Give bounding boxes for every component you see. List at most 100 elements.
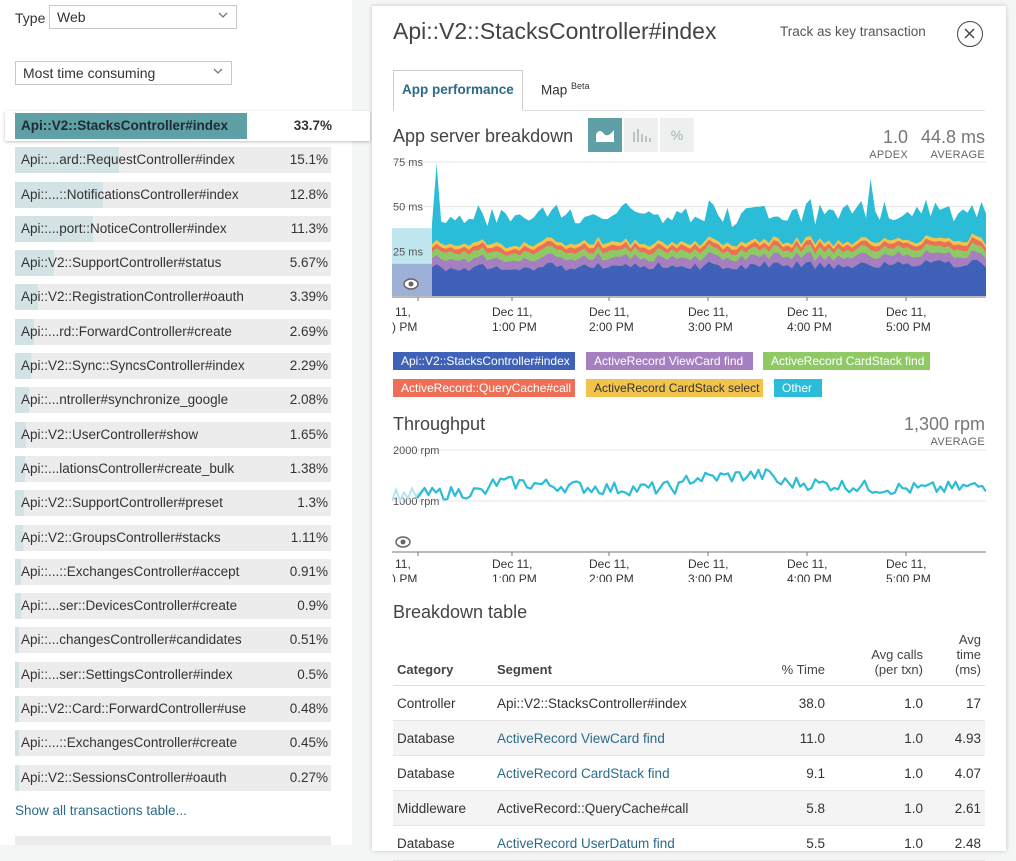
transaction-name: Api::V2::Card::ForwardController#use: [21, 701, 247, 717]
table-row: Database ActiveRecord ViewCard find 11.0 1.…: [393, 720, 985, 756]
transaction-name: Api::V2::SupportController#status: [21, 255, 222, 271]
transaction-time-bar: [15, 558, 22, 585]
track-key-transaction-link[interactable]: Track as key transaction: [780, 24, 926, 39]
pct-time-cell: 5.5: [741, 825, 829, 861]
close-button[interactable]: [957, 21, 983, 47]
transaction-row[interactable]: Api::...ser::SettingsController#index 0.5…: [15, 661, 331, 688]
pct-time-cell: 5.8: [741, 790, 829, 826]
visibility-toggle-icon: [400, 539, 406, 545]
x-tick-label: 5:00 PM: [886, 320, 931, 334]
table-row: Middleware ActiveRecord::QueryCache#call 5…: [393, 790, 985, 826]
x-tick-label: 4:00 PM: [787, 572, 832, 582]
segment-column-header[interactable]: Segment: [493, 628, 741, 686]
segment-link[interactable]: ActiveRecord ViewCard find: [497, 730, 665, 746]
x-tick-label: Dec 11,: [688, 305, 728, 319]
sidebar-footer: [15, 836, 331, 845]
avg-calls-cell: 1.0: [829, 825, 927, 861]
transaction-percent: 0.45%: [289, 735, 328, 751]
legend-item[interactable]: Api::V2::StacksController#index: [393, 352, 575, 370]
avg-time-column-header[interactable]: Avg time (ms): [927, 628, 985, 686]
transaction-row[interactable]: Api::V2::SupportController#preset 1.3%: [15, 490, 331, 517]
transaction-percent: 11.3%: [290, 220, 328, 236]
transaction-percent: 33.7%: [293, 118, 332, 133]
x-tick-label: 1:00 PM: [492, 572, 537, 582]
transaction-row[interactable]: Api::V2::Sync::SyncsController#index 2.29…: [15, 353, 331, 380]
area-chart-toggle[interactable]: [588, 118, 622, 152]
apdex-label: APDEX: [869, 149, 908, 161]
pct-time-cell: 38.0: [741, 685, 829, 721]
avg-calls-column-header[interactable]: Avg calls (per txn): [829, 628, 927, 686]
transaction-name: Api::V2::StacksController#index: [21, 118, 229, 133]
transaction-row[interactable]: Api::...rd::ForwardController#create 2.69…: [15, 318, 331, 345]
transaction-percent: 1.11%: [290, 529, 328, 545]
transaction-row[interactable]: Api::V2::StacksController#index 33.7%: [5, 111, 370, 141]
transaction-percent: 0.5%: [297, 666, 328, 682]
transaction-row[interactable]: Api::...::ExchangesController#accept 0.91…: [15, 558, 331, 585]
transaction-row[interactable]: Api::V2::SessionsController#oauth 0.27%: [15, 764, 331, 791]
legend-item[interactable]: ActiveRecord CardStack find: [763, 352, 930, 370]
transaction-time-bar: [15, 353, 31, 380]
transaction-time-bar: [15, 661, 19, 688]
transaction-time-bar: [15, 147, 119, 174]
pct-time-column-header[interactable]: % Time: [741, 628, 829, 686]
transaction-time-bar: [15, 284, 39, 311]
tab-app-performance[interactable]: App performance: [393, 70, 523, 111]
transaction-row[interactable]: Api::...::ExchangesController#create 0.45…: [15, 730, 331, 757]
transaction-name: Api::V2::GroupsController#stacks: [21, 529, 221, 545]
segment-link[interactable]: ActiveRecord CardStack find: [497, 765, 670, 781]
transaction-row[interactable]: Api::V2::RegistrationController#oauth 3.3…: [15, 284, 331, 311]
sort-select-value: Most time consuming: [23, 65, 156, 81]
transaction-percent: 1.3%: [297, 495, 328, 511]
show-all-transactions-link[interactable]: Show all transactions table...: [15, 803, 187, 818]
transaction-row[interactable]: Api::...port::NoticeController#index 11.3…: [15, 215, 331, 242]
transaction-row[interactable]: Api::...::NotificationsController#index 1…: [15, 181, 331, 208]
y-tick-label: 50 ms: [393, 202, 423, 214]
bar-chart-toggle[interactable]: [624, 118, 658, 152]
legend-item[interactable]: ActiveRecord ViewCard find: [586, 352, 753, 370]
transaction-name: Api::V2::RegistrationController#oauth: [21, 289, 244, 305]
average-response-label: AVERAGE: [930, 149, 985, 161]
table-row: Database ActiveRecord CardStack find 9.1 1.…: [393, 755, 985, 791]
transaction-row[interactable]: Api::...lationsController#create_bulk 1.3…: [15, 455, 331, 482]
category-column-header[interactable]: Category: [393, 628, 493, 686]
legend-item[interactable]: Other: [774, 379, 822, 397]
transaction-time-bar: [15, 524, 23, 551]
transaction-time-bar: [15, 490, 24, 517]
transaction-percent: 2.08%: [289, 392, 328, 408]
table-row: Database ActiveRecord UserDatum find 5.5 1.…: [393, 825, 985, 861]
type-select[interactable]: Web: [49, 5, 237, 29]
transaction-row[interactable]: Api::...ntroller#synchronize_google 2.08%: [15, 387, 331, 414]
transaction-row[interactable]: Api::...ard::RequestController#index 15.1…: [15, 147, 331, 174]
x-tick-label: 3:00 PM: [688, 320, 733, 334]
transaction-row[interactable]: Api::...changesController#candidates 0.51…: [15, 627, 331, 654]
percent-chart-toggle[interactable]: %: [660, 118, 694, 152]
avg-calls-cell: 1.0: [829, 685, 927, 721]
bar-chart-icon: [633, 129, 651, 142]
transaction-name: Api::V2::Sync::SyncsController#index: [21, 358, 245, 374]
x-tick-label: Dec 11,: [886, 557, 926, 571]
avg-calls-cell: 1.0: [829, 790, 927, 826]
transaction-percent: 0.9%: [297, 598, 328, 614]
tab-map[interactable]: Map Beta: [541, 81, 590, 98]
transaction-row[interactable]: Api::V2::SupportController#status 5.67%: [15, 250, 331, 277]
segment-cell: Api::V2::StacksController#index: [493, 685, 741, 721]
transaction-name: Api::V2::UserController#show: [21, 426, 199, 442]
legend-item[interactable]: ActiveRecord CardStack select: [586, 379, 763, 397]
breakdown-table-title: Breakdown table: [393, 602, 528, 622]
transaction-percent: 2.69%: [289, 323, 328, 339]
avg-time-cell: 4.07: [927, 755, 985, 791]
transaction-percent: 1.38%: [289, 460, 328, 476]
transaction-percent: 5.67%: [289, 255, 328, 271]
category-cell: Database: [393, 720, 493, 756]
x-tick-label: ) PM: [392, 320, 417, 334]
legend-item[interactable]: ActiveRecord::QueryCache#call: [393, 379, 575, 397]
transaction-row[interactable]: Api::V2::GroupsController#stacks 1.11%: [15, 524, 331, 551]
transaction-row[interactable]: Api::V2::Card::ForwardController#use 0.48…: [15, 696, 331, 723]
sort-select[interactable]: Most time consuming: [15, 61, 232, 85]
transaction-row[interactable]: Api::V2::UserController#show 1.65%: [15, 421, 331, 448]
transaction-row[interactable]: Api::...ser::DevicesController#create 0.9…: [15, 593, 331, 620]
x-tick-label: 11,: [395, 305, 411, 319]
segment-link[interactable]: ActiveRecord UserDatum find: [497, 835, 675, 851]
